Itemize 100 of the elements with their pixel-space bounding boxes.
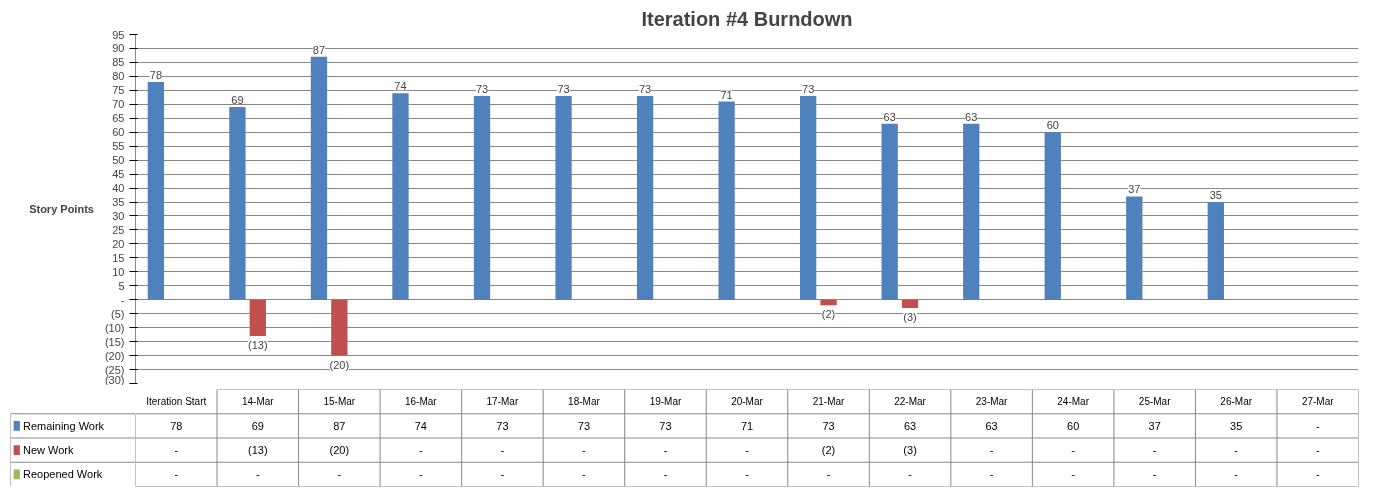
x-tick-label: 21-Mar [812, 396, 846, 408]
data-label: 63 [903, 419, 917, 432]
bar [800, 95, 817, 300]
y-tick-label: 25 [112, 223, 125, 236]
bar [820, 299, 837, 306]
text: (20) [329, 358, 350, 371]
text: 63 [883, 110, 896, 123]
data-label: 63 [985, 419, 998, 432]
x-tick-label: 15-Mar [323, 396, 356, 408]
bar [147, 81, 165, 300]
y-tick-label: 40 [112, 182, 125, 195]
data-label: - [500, 468, 505, 481]
data-label: - [582, 444, 587, 457]
chart-title: Iteration #4 Burndown [641, 7, 853, 30]
text: 63 [965, 110, 978, 123]
bar [310, 56, 328, 300]
data-label: - [908, 468, 913, 481]
data-label: - [1315, 419, 1320, 432]
data-label: - [582, 468, 587, 481]
data-label: - [419, 444, 424, 457]
data-label: - [989, 468, 994, 481]
data-label: 60 [1067, 419, 1080, 432]
data-label: 71 [740, 419, 754, 432]
x-tick-label: 20-Mar [731, 396, 764, 408]
text: 73 [557, 82, 570, 95]
data-label: - [663, 444, 668, 457]
data-label: - [419, 468, 424, 481]
y-tick-label: 95 [112, 28, 125, 41]
y-tick-label: 75 [112, 84, 125, 97]
data-label: 73 [577, 419, 591, 432]
y-tick-label: 85 [112, 56, 125, 69]
data-label: 73 [659, 419, 672, 432]
bar [331, 299, 348, 356]
data-label: - [1234, 468, 1239, 481]
data-label: - [174, 444, 179, 457]
legend-label: New Work [23, 444, 75, 457]
data-label: 78 [170, 419, 183, 432]
data-label: - [1234, 444, 1239, 457]
text: 73 [802, 82, 815, 95]
text: 74 [394, 80, 407, 93]
x-tick-label: 23-Mar [975, 396, 1009, 408]
data-label: 73 [496, 419, 509, 432]
y-tick-label: (10) [104, 321, 125, 334]
text: 37 [1128, 183, 1141, 196]
y-tick-label: 55 [112, 140, 125, 153]
text: 60 [1046, 119, 1059, 132]
data-label: - [337, 468, 342, 481]
y-tick-label: 10 [112, 265, 125, 278]
data-label: - [1315, 444, 1320, 457]
text: 78 [149, 68, 163, 81]
y-tick-label: (15) [104, 335, 125, 348]
bar [249, 299, 266, 337]
y-tick-label: 80 [112, 70, 125, 83]
y-tick-label: - [120, 293, 125, 306]
data-label: 73 [822, 419, 835, 432]
data-label: (3) [903, 444, 917, 457]
bar [392, 93, 409, 300]
y-tick-label: 50 [112, 154, 125, 167]
x-tick-label: Iteration Start [146, 396, 207, 408]
x-tick-label: 14-Mar [241, 396, 275, 408]
data-label: - [989, 444, 994, 457]
x-tick-label: 25-Mar [1138, 396, 1172, 408]
y-tick-label: 5 [118, 279, 125, 292]
data-label: 35 [1230, 419, 1243, 432]
data-label: - [255, 468, 260, 481]
text: (13) [248, 339, 268, 352]
y-tick-label: 65 [112, 112, 125, 125]
data-label: 69 [251, 419, 264, 432]
text: 35 [1209, 189, 1222, 202]
x-tick-label: 24-Mar [1057, 396, 1090, 408]
data-label: (20) [329, 444, 350, 457]
y-tick-label: 45 [112, 168, 125, 181]
legend-label: Reopened Work [23, 468, 103, 481]
x-tick-label: 18-Mar [568, 396, 601, 408]
bar [963, 123, 980, 300]
data-label: - [500, 444, 505, 457]
bar [1044, 132, 1061, 300]
data-label: - [174, 468, 179, 481]
text: (3) [903, 311, 917, 324]
data-label: - [745, 444, 750, 457]
bar [1126, 196, 1143, 300]
y-tick-label: 60 [112, 126, 125, 139]
text: 69 [231, 94, 244, 107]
text: (2) [821, 308, 836, 321]
data-label: (13) [248, 444, 268, 457]
x-tick-label: 19-Mar [649, 396, 682, 408]
bar [229, 107, 246, 300]
data-label: - [1152, 444, 1157, 457]
x-tick-label: 27-Mar [1301, 396, 1335, 408]
text: 71 [720, 88, 733, 101]
bar [473, 95, 491, 300]
data-label: - [1071, 444, 1076, 457]
data-label: - [745, 468, 750, 481]
bar [718, 101, 735, 300]
x-tick-label: 16-Mar [405, 396, 438, 408]
y-tick-label: 15 [112, 251, 125, 264]
bar [1207, 202, 1224, 300]
x-tick-label: 22-Mar [894, 396, 927, 408]
data-label: - [1152, 468, 1157, 481]
y-tick-label: 20 [112, 237, 125, 250]
